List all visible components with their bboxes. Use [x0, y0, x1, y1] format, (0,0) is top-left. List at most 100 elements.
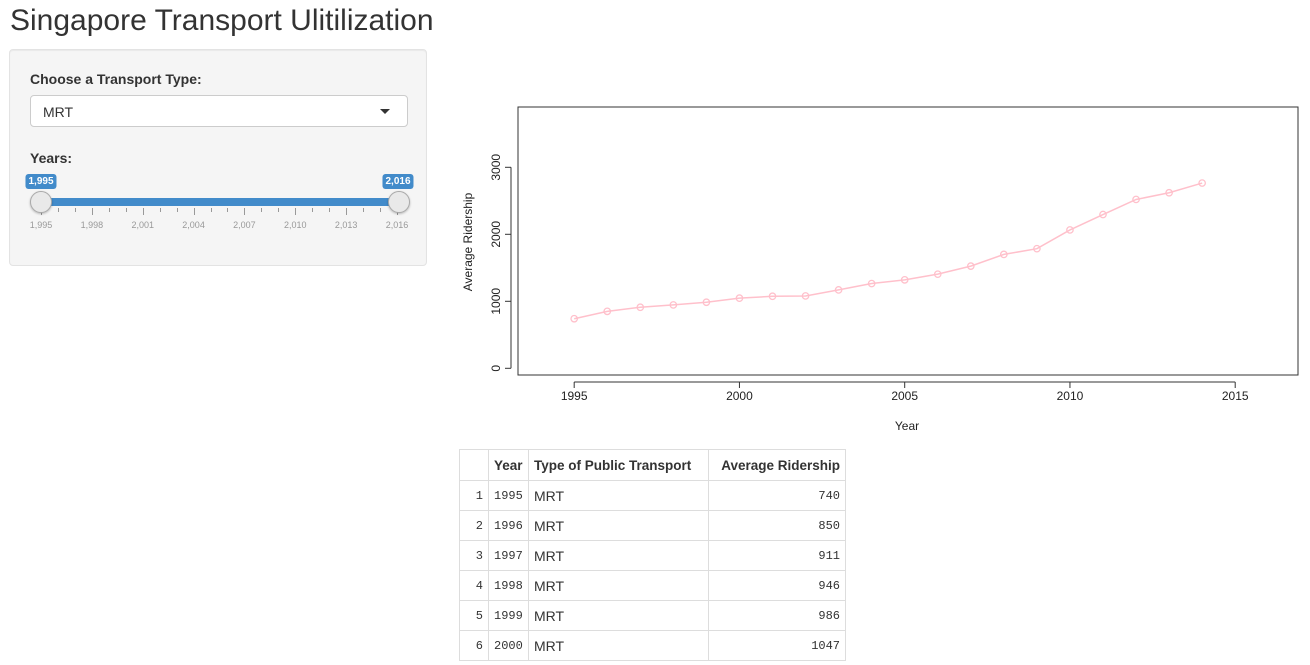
header-type[interactable]: Type of Public Transport	[528, 449, 709, 481]
data-point	[669, 301, 678, 309]
cell-average-ridership: 850	[708, 510, 846, 541]
transport-type-select[interactable]: MRT	[30, 95, 408, 127]
slider-tick	[193, 208, 195, 215]
x-tick-label: 2005	[891, 389, 918, 403]
transport-type-label: Choose a Transport Type:	[30, 71, 202, 87]
slider-tick	[159, 208, 161, 212]
slider-tick	[142, 208, 144, 215]
cell-type: MRT	[528, 510, 709, 541]
data-point	[1066, 226, 1074, 234]
slider-tick	[57, 208, 59, 212]
years-label: Years:	[30, 150, 73, 166]
slider-from-badge: 1,995	[25, 174, 57, 189]
slider-tick	[261, 208, 263, 212]
table-body: 1 1995 MRT 740 2 1996 MRT 850 3 1997 MRT 911 4 1998 MR…	[459, 480, 846, 661]
slider-tick-label: 2,016	[385, 220, 409, 230]
data-point	[735, 294, 744, 303]
data-point	[933, 270, 942, 279]
years-range-slider[interactable]: 1,995 1,998 2,001 2,004 2,007 2,010 2,013 2,016…	[25, 172, 414, 232]
cell-type: MRT	[528, 630, 709, 661]
cell-type: MRT	[528, 540, 709, 571]
header-year[interactable]: Year	[488, 449, 529, 481]
table-row: 3 1997 MRT 911	[459, 540, 846, 571]
plot-frame	[517, 106, 1299, 376]
x-axis-title: Year	[895, 419, 919, 433]
slider-tick	[210, 208, 212, 212]
table-row: 4 1998 MRT 946	[459, 570, 846, 601]
data-point	[999, 250, 1008, 259]
y-tick-label: 0	[489, 365, 503, 372]
transport-type-selected-value: MRT	[43, 104, 74, 120]
data-point	[867, 279, 876, 288]
cell-average-ridership: 740	[708, 480, 846, 511]
data-point	[603, 307, 612, 316]
slider-tick	[329, 208, 331, 212]
slider-tick-label: 2,004	[182, 220, 205, 230]
data-point	[900, 276, 909, 284]
series-line	[574, 182, 1203, 320]
cell-year: 1995	[488, 480, 529, 511]
y-axis: 0 1000 2000 3000	[489, 154, 512, 372]
slider-tick	[346, 208, 348, 215]
cell-index: 6	[459, 630, 489, 661]
y-tick-label: 3000	[489, 154, 503, 181]
cell-year: 1997	[488, 540, 529, 571]
y-axis-title: Average Ridership	[461, 192, 475, 291]
cell-average-ridership: 1047	[708, 630, 846, 661]
data-point	[1099, 210, 1107, 219]
data-point	[570, 314, 579, 323]
slider-tick	[125, 208, 127, 212]
slider-tick-label: 2,001	[131, 220, 154, 230]
cell-type: MRT	[528, 480, 709, 511]
table-row: 2 1996 MRT 850	[459, 510, 846, 541]
data-point	[1033, 244, 1041, 253]
x-tick-label: 2010	[1057, 389, 1084, 403]
slider-tick-label: 1,995	[29, 220, 53, 230]
cell-index: 3	[459, 540, 489, 571]
ridership-table: Year Type of Public Transport Average Ri…	[459, 449, 846, 661]
cell-type: MRT	[528, 570, 709, 601]
slider-to-badge: 2,016	[382, 174, 414, 189]
cell-year: 1998	[488, 570, 529, 601]
cell-type: MRT	[528, 600, 709, 631]
y-tick-label: 1000	[489, 288, 503, 315]
slider-tick	[312, 208, 314, 212]
table-header-row: Year Type of Public Transport Average Ri…	[459, 449, 846, 481]
cell-average-ridership: 946	[708, 570, 846, 601]
cell-year: 1999	[488, 600, 529, 631]
header-index[interactable]	[459, 449, 489, 481]
data-point	[1165, 188, 1173, 197]
slider-tick	[91, 208, 93, 215]
data-point	[1198, 179, 1207, 187]
cell-year: 2000	[488, 630, 529, 661]
slider-handle-to[interactable]	[388, 191, 410, 213]
slider-tick	[363, 208, 365, 212]
slider-tick	[244, 208, 246, 215]
cell-year: 1996	[488, 510, 529, 541]
cell-index: 2	[459, 510, 489, 541]
slider-tick-label: 2,013	[334, 220, 358, 230]
slider-track[interactable]	[40, 198, 398, 206]
slider-tick	[176, 208, 178, 212]
header-average-ridership[interactable]: Average Ridership	[708, 449, 846, 481]
y-tick-label: 2000	[489, 221, 503, 248]
slider-tick-label: 1,998	[80, 220, 104, 230]
cell-index: 5	[459, 600, 489, 631]
slider-tick	[108, 208, 110, 212]
slider-tick	[227, 208, 229, 212]
slider-handle-from[interactable]	[30, 191, 52, 213]
slider-tick	[380, 208, 382, 212]
cell-index: 1	[459, 480, 489, 511]
x-tick-label: 1995	[561, 389, 588, 403]
table-row: 6 2000 MRT 1047	[459, 630, 846, 661]
slider-tick-label: 2,010	[284, 220, 307, 230]
slider-tick	[278, 208, 280, 212]
series-layer	[570, 179, 1207, 323]
page-title: Singapore Transport Ulitilization	[10, 4, 434, 37]
slider-tick	[74, 208, 76, 212]
data-point	[768, 292, 777, 301]
slider-tick-label: 2,007	[233, 220, 256, 230]
slider-tick	[295, 208, 297, 215]
table-row: 5 1999 MRT 986	[459, 600, 846, 631]
